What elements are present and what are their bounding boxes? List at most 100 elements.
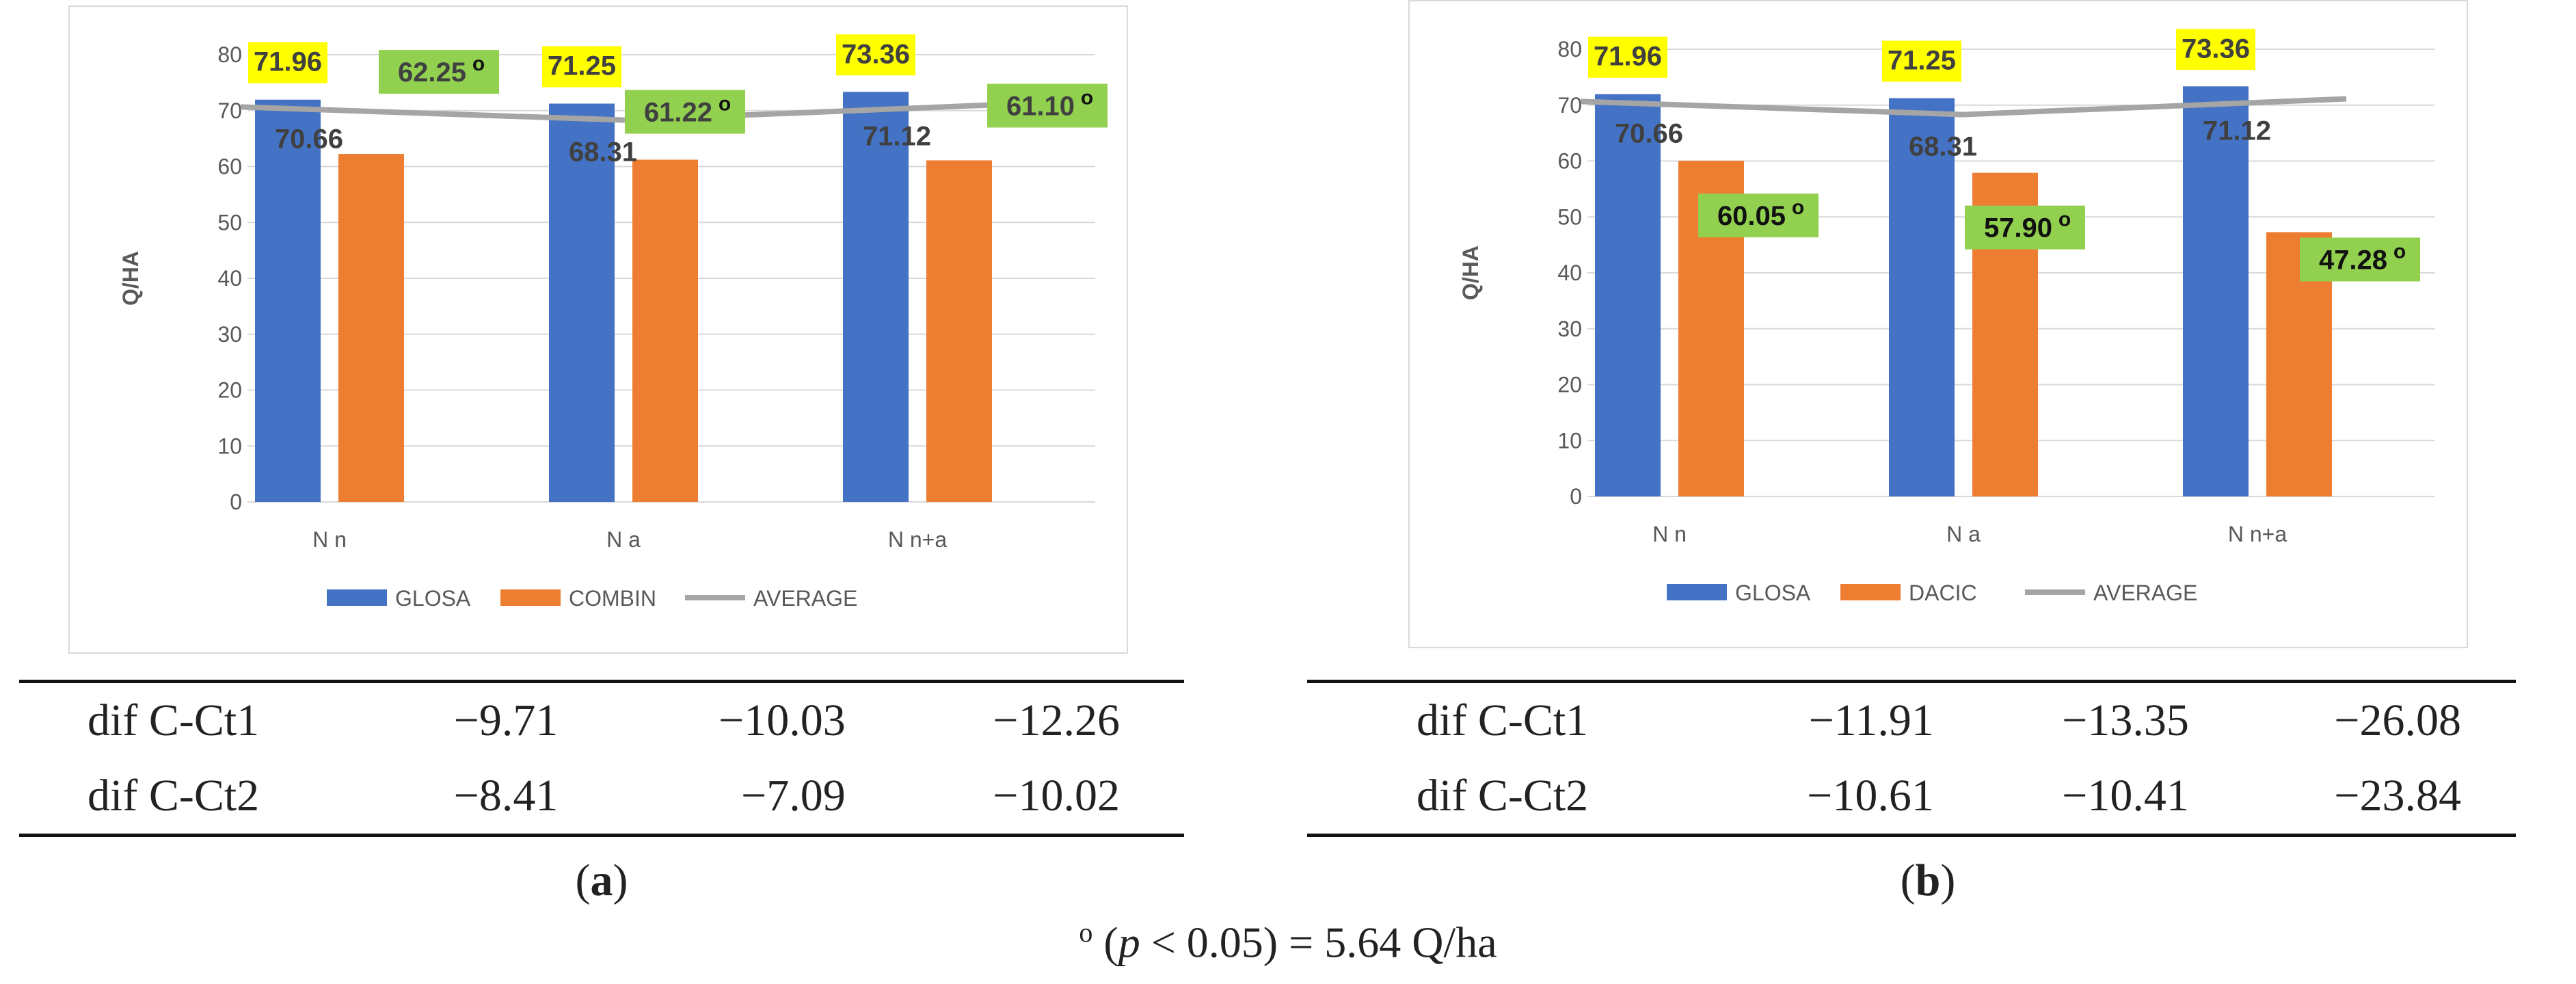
table-cell: −26.08	[2334, 695, 2461, 745]
average-line	[1580, 96, 2347, 118]
data-label-average: 71.12	[2203, 116, 2271, 146]
x-tick-label: N n+a	[888, 527, 947, 552]
caption-a: (a)	[575, 855, 628, 905]
chart-a: 0 10 20 30 40 50 60 70 80 Q/HA N n N a N n+a 71.96 70.…	[118, 34, 1108, 611]
data-label-box	[625, 90, 745, 134]
p-symbol: p	[1118, 918, 1140, 967]
y-tick-label: 40	[1557, 261, 1582, 285]
table-cell: −10.03	[719, 695, 846, 745]
data-label-box	[1588, 36, 1667, 78]
y-tick-label: 20	[217, 378, 242, 403]
legend-swatch-glosa	[327, 589, 387, 606]
significance-marker: o	[2058, 209, 2071, 231]
data-label-average: 70.66	[275, 124, 343, 154]
row-label: dif C-Ct1	[1417, 695, 1589, 745]
data-label-box	[987, 83, 1108, 128]
bar-combin	[926, 160, 992, 502]
diff-table-b: dif C-Ct1 −11.91 −13.35 −26.08 dif C-Ct2…	[1307, 680, 2516, 837]
data-label-box	[2176, 29, 2255, 70]
data-label-glosa: 71.25	[1888, 46, 1956, 76]
y-tick-label: 50	[217, 210, 242, 235]
legend-label-glosa: GLOSA	[395, 586, 471, 611]
data-label-dacic: 60.05	[1717, 201, 1786, 231]
x-tick-label: N n+a	[2228, 522, 2287, 546]
x-tick-label: N n	[1652, 522, 1687, 546]
bar-glosa	[549, 103, 615, 502]
x-tick-label: N a	[1946, 522, 1981, 546]
legend-label-dacic: DACIC	[1909, 581, 1977, 605]
diff-table-a: dif C-Ct1 −9.71 −10.03 −12.26 dif C-Ct2 …	[19, 680, 1184, 837]
table-cell: −10.41	[2062, 771, 2189, 821]
legend-label-average: AVERAGE	[2093, 581, 2197, 605]
table-cell: −13.35	[2062, 695, 2189, 745]
y-tick-label: 0	[1570, 484, 1582, 509]
data-label-box	[836, 34, 915, 76]
y-tick-label: 0	[230, 490, 242, 514]
data-label-average: 68.31	[569, 137, 637, 168]
significance-marker: o	[1079, 917, 1093, 948]
y-tick-label: 80	[1557, 37, 1582, 62]
row-label: dif C-Ct2	[88, 771, 260, 821]
table-cell: −7.09	[741, 771, 846, 821]
legend-label-combin: COMBIN	[569, 586, 656, 611]
legend-swatch-combin	[500, 589, 561, 606]
y-tick-label: 70	[1557, 93, 1582, 118]
data-label-glosa: 71.96	[254, 47, 322, 77]
significance-marker: o	[472, 53, 485, 75]
data-label-box	[248, 42, 327, 83]
y-tick-label: 50	[1557, 204, 1582, 229]
legend-label-average: AVERAGE	[753, 586, 857, 611]
table-cell: −23.84	[2334, 771, 2461, 821]
average-line	[240, 101, 1007, 123]
y-axis-label: Q/HA	[118, 251, 143, 306]
y-axis-label: Q/HA	[1458, 245, 1483, 300]
data-label-box	[542, 46, 621, 88]
y-tick-label: 20	[1557, 373, 1582, 397]
bar-glosa	[255, 99, 321, 503]
data-label-box	[1965, 205, 2085, 250]
y-tick-label: 60	[217, 155, 242, 179]
data-label-combin: 61.10	[1006, 92, 1075, 122]
y-tick-label: 40	[217, 266, 242, 291]
x-tick-label: N a	[606, 527, 641, 552]
y-tick-label: 60	[1557, 149, 1582, 174]
table-cell: −11.91	[1808, 695, 1934, 745]
caption-letter: b	[1915, 855, 1941, 905]
data-label-box	[2300, 237, 2420, 282]
chart-b-frame: 0 10 20 30 40 50 60 70 80 Q/HA N n N a N n+a 71.96 70.…	[1408, 0, 2468, 648]
row-label: dif C-Ct2	[1417, 771, 1589, 821]
data-label-glosa: 73.36	[2182, 34, 2250, 64]
legend-label-glosa: GLOSA	[1735, 581, 1811, 605]
data-label-dacic: 57.90	[1984, 213, 2052, 243]
caption-letter: a	[590, 855, 613, 905]
y-tick-label: 30	[1557, 317, 1582, 341]
chart-a-frame: 0 10 20 30 40 50 60 70 80 Q/HA N n N a N n+a 71.96 70.…	[68, 5, 1128, 654]
bar-glosa	[2183, 86, 2249, 497]
data-label-glosa: 73.36	[842, 39, 910, 69]
data-label-box	[379, 50, 499, 94]
y-tick-label: 80	[217, 42, 242, 67]
data-label-dacic: 47.28	[2319, 245, 2387, 275]
legend-swatch-glosa	[1667, 584, 1727, 600]
data-label-combin: 61.22	[644, 98, 712, 128]
significance-marker: o	[1792, 196, 1804, 219]
table-cell: −12.26	[993, 695, 1120, 745]
data-label-average: 71.12	[863, 122, 931, 152]
x-tick-label: N n	[312, 527, 347, 552]
table-row: dif C-Ct1 −11.91 −13.35 −26.08	[1307, 682, 2516, 759]
y-tick-label: 30	[217, 322, 242, 347]
data-label-glosa: 71.25	[548, 51, 616, 81]
table-row: dif C-Ct1 −9.71 −10.03 −12.26	[19, 682, 1184, 759]
y-tick-label: 10	[1557, 428, 1582, 453]
caption-b: (b)	[1900, 855, 1956, 905]
bar-glosa	[1889, 98, 1955, 496]
significance-marker: o	[1081, 87, 1093, 109]
data-label-box	[1698, 194, 1819, 238]
table-cell: −10.61	[1807, 771, 1934, 821]
data-label-average: 68.31	[1909, 132, 1977, 162]
significance-marker: o	[2393, 240, 2406, 263]
data-label-glosa: 71.96	[1594, 42, 1662, 72]
table-cell: −8.41	[453, 771, 559, 821]
data-label-box	[1882, 40, 1961, 82]
y-tick-label: 10	[217, 434, 242, 458]
